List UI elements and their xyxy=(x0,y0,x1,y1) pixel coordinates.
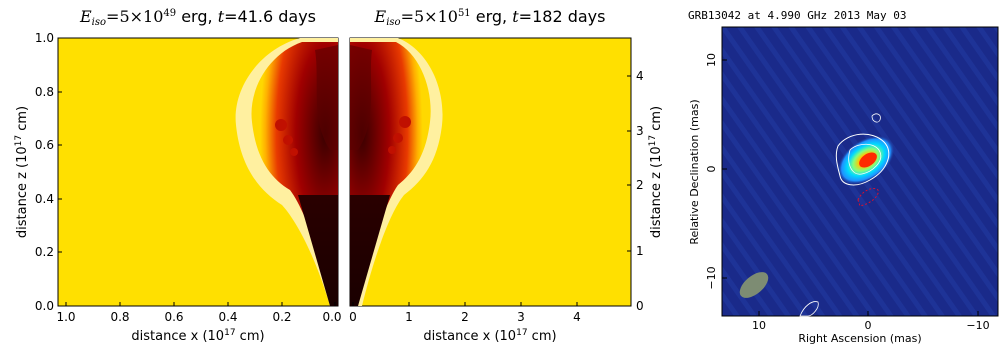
left-x-ticks xyxy=(65,302,336,306)
left-y-ticks xyxy=(58,37,62,307)
middle-xtick-label: 3 xyxy=(517,310,525,324)
radio-map-title: GRB13042 at 4.990 GHz 2013 May 03 xyxy=(688,9,907,22)
radio-xtick-label: 10 xyxy=(752,319,766,332)
left-knot xyxy=(275,119,287,131)
left-xtick-label: 0.4 xyxy=(218,310,237,324)
radio-ytick-label: 10 xyxy=(705,53,718,67)
left-y-axis-label: distance z (1017 cm) xyxy=(14,106,30,238)
radio-contour-inner xyxy=(848,143,882,175)
middle-y-axis-label: distance z (1017 cm) xyxy=(648,106,664,238)
left-ytick-label: 0.8 xyxy=(35,85,54,99)
radio-contour xyxy=(835,133,890,186)
radio-y-axis-label: Relative Declination (mas) xyxy=(688,99,701,244)
middle-y-ticks xyxy=(627,75,631,307)
middle-x-axis-label: distance x (1017 cm) xyxy=(423,328,556,344)
middle-knot xyxy=(388,146,396,154)
middle-ytick-label: 1 xyxy=(636,244,644,258)
left-ytick-label: 1.0 xyxy=(35,31,54,45)
middle-ytick-label: 2 xyxy=(636,178,644,192)
middle-ytick-label: 3 xyxy=(636,124,644,138)
left-ytick-label: 0.2 xyxy=(35,245,54,259)
radio-ytick-label: 0 xyxy=(705,166,718,173)
middle-ytick-label: 4 xyxy=(636,69,644,83)
left-x-axis-label: distance x (1017 cm) xyxy=(131,328,264,344)
left-xtick-label: 1.0 xyxy=(56,310,75,324)
left-ytick-label: 0.0 xyxy=(35,299,54,313)
left-xtick-label: 0.0 xyxy=(322,310,341,324)
middle-jet-core xyxy=(350,45,372,150)
left-xtick-label: 0.2 xyxy=(272,310,291,324)
middle-xtick-label: 0 xyxy=(349,310,357,324)
left-ytick-label: 0.6 xyxy=(35,138,54,152)
middle-xtick-label: 1 xyxy=(405,310,413,324)
middle-xtick-label: 2 xyxy=(461,310,469,324)
radio-contour-small xyxy=(871,113,881,123)
middle-jet-cone xyxy=(350,195,390,306)
middle-x-ticks xyxy=(352,302,578,306)
radio-contour-bottom xyxy=(799,301,819,317)
left-xtick-label: 0.8 xyxy=(110,310,129,324)
left-knot xyxy=(290,148,298,156)
middle-xtick-label: 4 xyxy=(573,310,581,324)
left-jet-core xyxy=(315,45,338,150)
left-panel-title: Eiso=5×1049 erg, t=41.6 days xyxy=(79,7,316,28)
radio-x-axis-label: Right Ascension (mas) xyxy=(798,332,921,345)
radio-x-ticks xyxy=(758,311,979,316)
middle-ytick-label: 0 xyxy=(636,299,644,313)
radio-map-panel: GRB13042 at 4.990 GHz 2013 May 03 10 0 −… xyxy=(688,9,999,345)
left-ytick-label: 0.4 xyxy=(35,192,54,206)
radio-xtick-label: 0 xyxy=(865,319,872,332)
middle-knot xyxy=(399,116,411,128)
middle-simulation-panel: 0 1 2 3 4 0 1 2 3 4 Eiso=5×1051 erg, t=1… xyxy=(349,7,664,344)
radio-beam-ellipse xyxy=(739,272,769,298)
radio-y-ticks xyxy=(722,59,727,279)
middle-panel-title: Eiso=5×1051 erg, t=182 days xyxy=(374,7,606,28)
left-simulation-panel: 1.0 0.8 0.6 0.4 0.2 0.0 0.0 0.2 0.4 0.6 … xyxy=(14,7,342,344)
radio-xtick-label: −10 xyxy=(966,319,989,332)
left-knot xyxy=(283,135,293,145)
radio-ytick-label: −10 xyxy=(705,266,718,289)
left-xtick-label: 0.6 xyxy=(164,310,183,324)
radio-negative-contour xyxy=(857,187,879,207)
radio-source-core xyxy=(859,152,877,168)
middle-knot xyxy=(393,133,403,143)
left-jet-cone xyxy=(298,195,338,306)
